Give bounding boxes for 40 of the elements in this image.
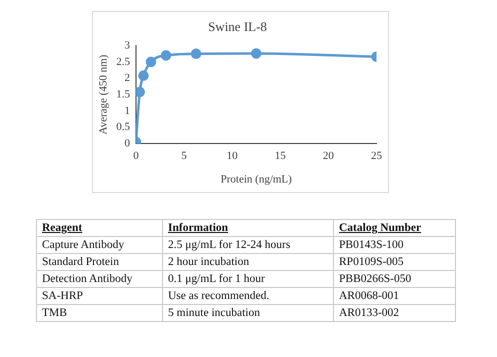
x-tick-label: 0 xyxy=(133,150,140,162)
text: AR0133-002 xyxy=(334,304,456,322)
chart-title: Swine IL-8 xyxy=(208,19,267,34)
point xyxy=(146,56,156,68)
text: Use as recommended. xyxy=(162,288,334,304)
text: PB0143S-100 xyxy=(334,236,456,254)
category-label: Catalog Number xyxy=(334,220,456,236)
y-tick-label: 2 xyxy=(124,72,130,84)
y-tick-label: 0.5 xyxy=(116,121,130,134)
point xyxy=(190,48,202,60)
text: TMB xyxy=(36,304,162,322)
text: 2.5 μg/mL for 12-24 hours xyxy=(162,236,334,254)
text: RP0109S-005 xyxy=(334,254,456,270)
text: Capture Antibody xyxy=(36,236,162,254)
text: Detection Antibody xyxy=(36,270,162,288)
text: Standard Protein xyxy=(36,254,162,270)
text: 2 hour incubation xyxy=(162,254,334,270)
text: 5 minute incubation xyxy=(162,304,334,322)
text: PBB0266S-050 xyxy=(334,270,456,288)
point xyxy=(138,70,149,81)
x-axis-title: Protein (ng/mL) xyxy=(220,173,292,186)
y-tick-label: 1.5 xyxy=(116,88,130,100)
x-tick-label: 25 xyxy=(371,150,382,162)
point xyxy=(250,48,262,59)
x-tick-label: 20 xyxy=(322,150,334,162)
y-tick-label: 3 xyxy=(124,39,130,52)
x-tick-label: 15 xyxy=(274,150,286,162)
y-tick-label: 2.5 xyxy=(116,56,130,68)
y-axis-title: Average (450 nm) xyxy=(97,54,110,135)
text: AR0068-001 xyxy=(334,288,456,304)
x-tick-label: 10 xyxy=(226,150,238,162)
y-tick-label: 1 xyxy=(124,104,130,117)
category-label: Reagent xyxy=(36,220,162,236)
point xyxy=(160,50,172,61)
text: SA-HRP xyxy=(36,288,162,304)
category-label: Information xyxy=(162,220,334,236)
text: 0.1 μg/mL for 1 hour xyxy=(162,270,334,288)
x-tick-label: 5 xyxy=(181,150,188,162)
y-tick-label: 0 xyxy=(124,137,130,150)
point xyxy=(136,86,145,98)
